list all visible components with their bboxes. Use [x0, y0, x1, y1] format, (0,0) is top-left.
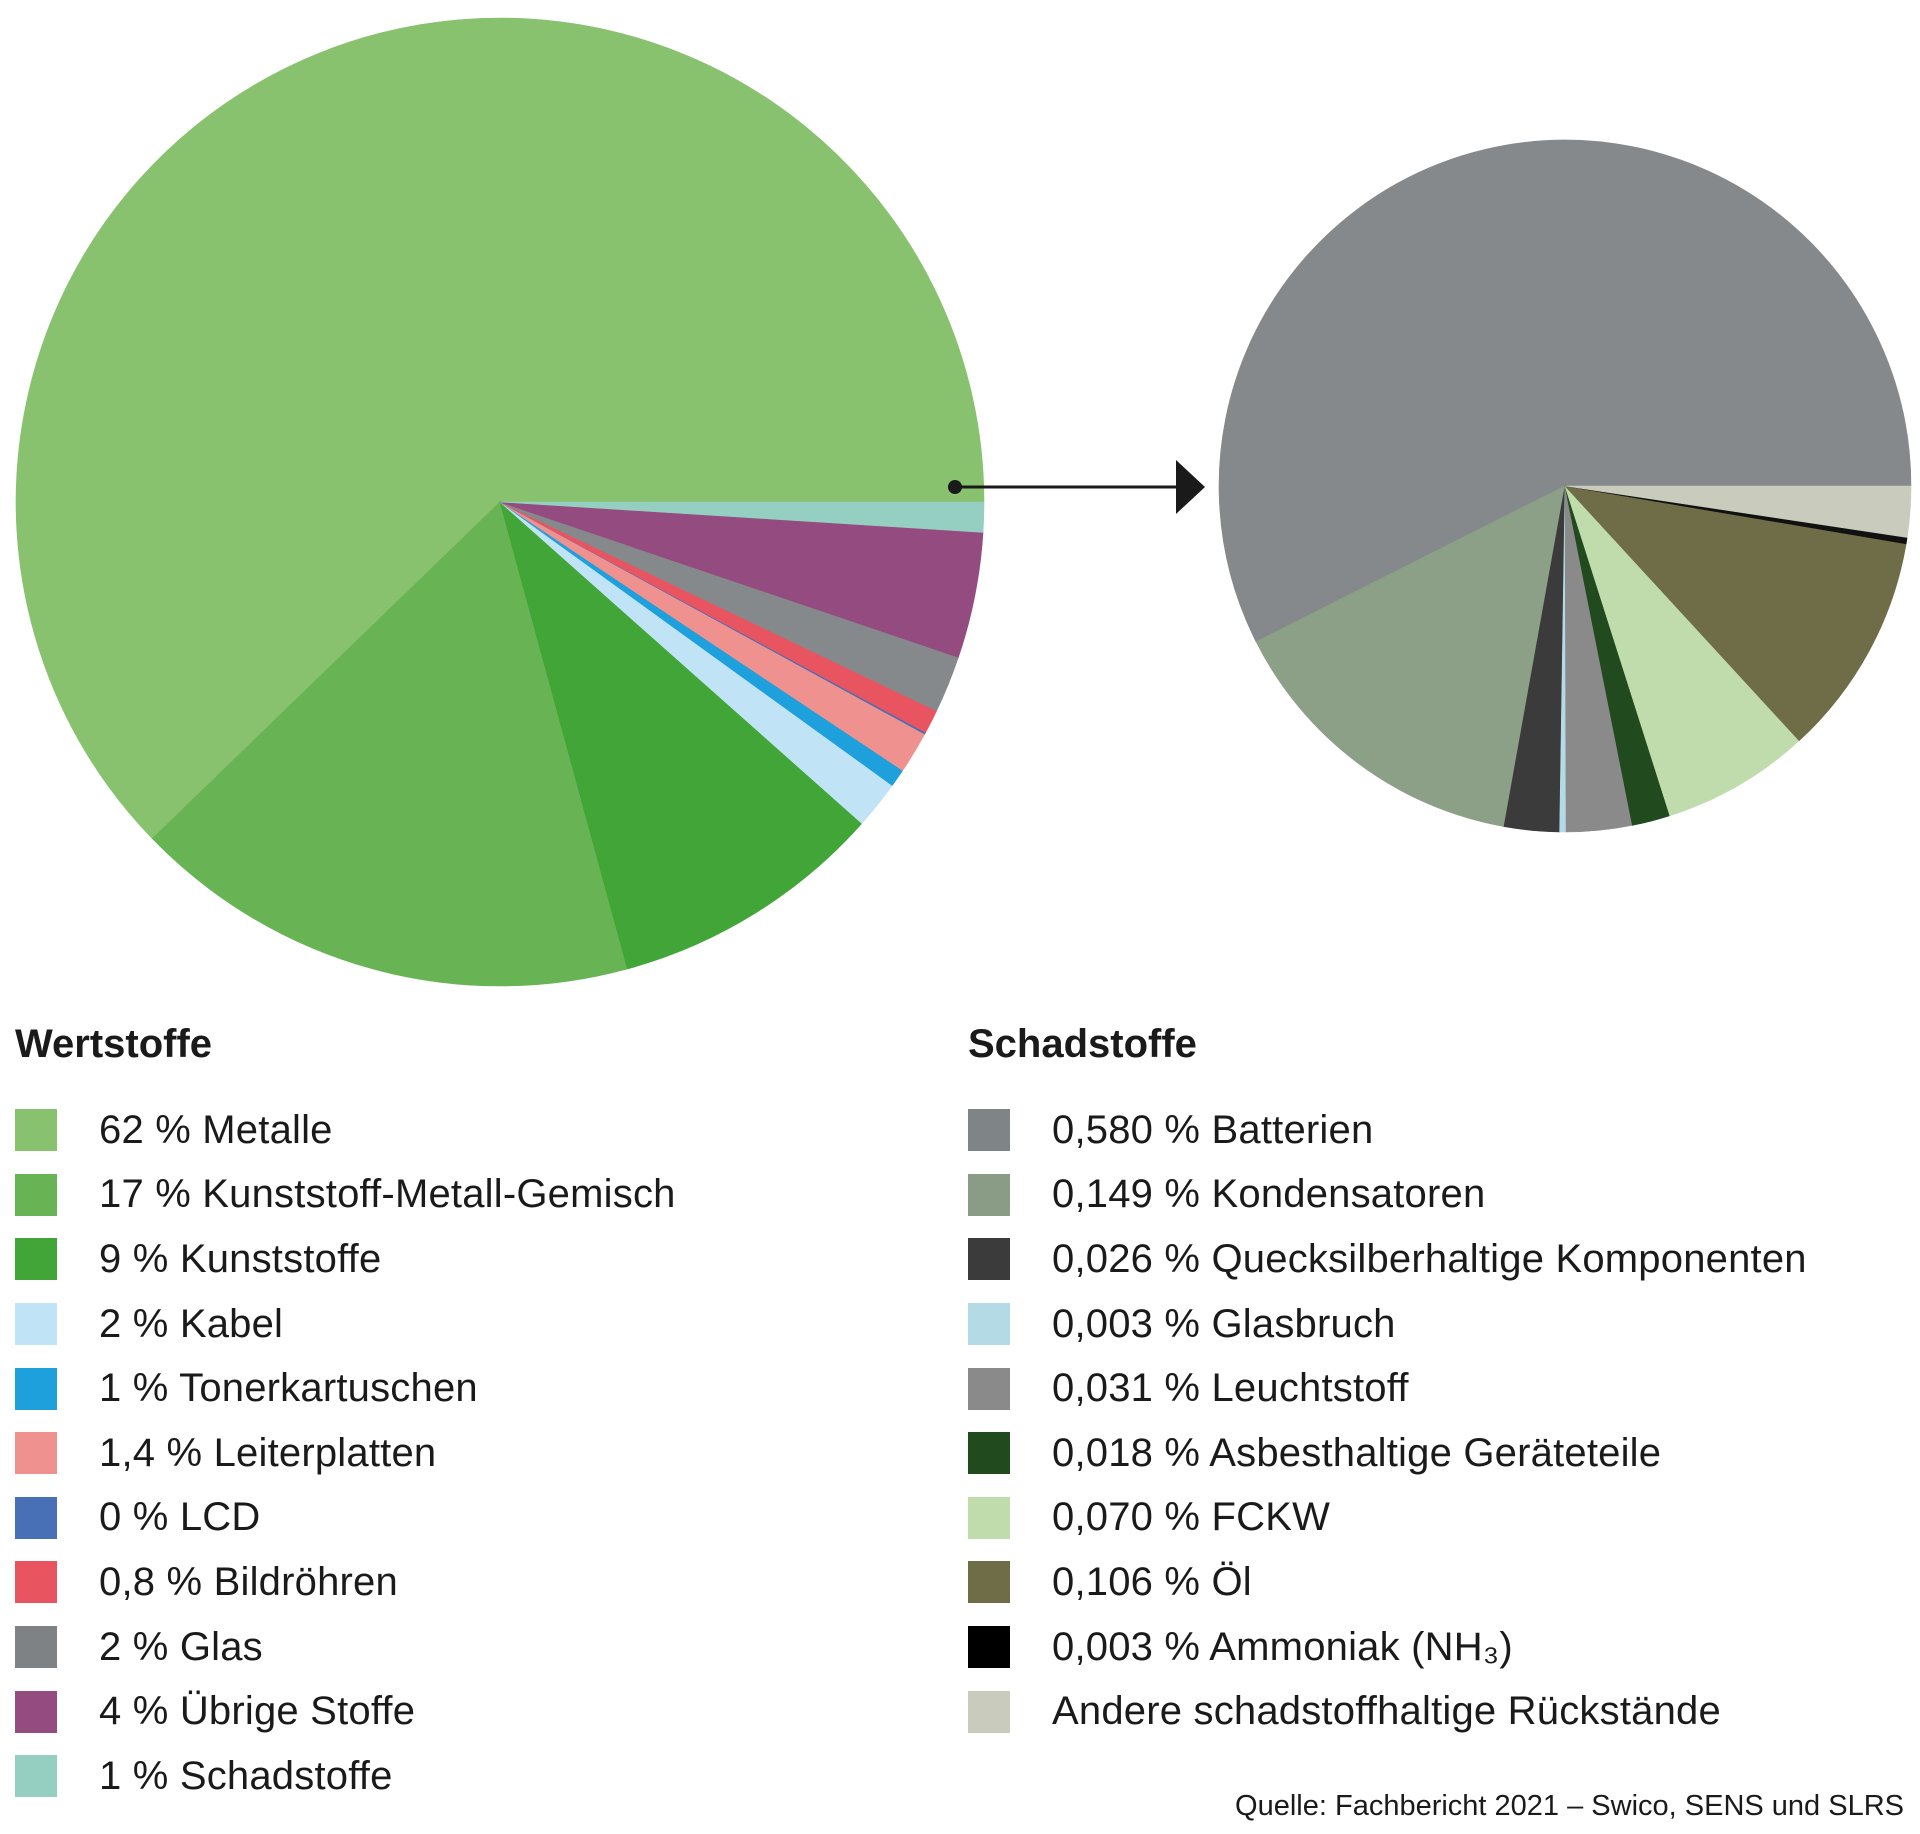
schadstoffe-legend-item: 0,003 % Glasbruch — [968, 1292, 1807, 1357]
schadstoffe-legend-item: 0,580 % Batterien — [968, 1098, 1807, 1163]
wertstoffe-legend-item: 1 % Tonerkartuschen — [15, 1356, 676, 1421]
connector-dot — [948, 480, 962, 494]
legend-swatch — [15, 1238, 57, 1281]
legend-swatch — [968, 1626, 1010, 1669]
legend-title-schadstoffe: Schadstoffe — [968, 1022, 1197, 1066]
legend-label: 0,106 % Öl — [1052, 1559, 1252, 1604]
legend-label: 2 % Kabel — [99, 1301, 284, 1346]
legend-swatch — [968, 1173, 1010, 1216]
legend-title-wertstoffe: Wertstoffe — [15, 1022, 213, 1066]
legend-swatch — [968, 1367, 1010, 1410]
legend-label: 0,018 % Asbesthaltige Geräteteile — [1052, 1430, 1662, 1475]
wertstoffe-legend-item: 9 % Kunststoffe — [15, 1227, 676, 1292]
legend-label: 0,070 % FCKW — [1052, 1495, 1331, 1540]
legend-schadstoffe: Schadstoffe 0,580 % Batterien 0,149 % Kon… — [968, 1020, 1807, 1744]
legend-swatch — [15, 1496, 57, 1539]
legend-label: 1,4 % Leiterplatten — [99, 1430, 437, 1475]
wertstoffe-legend-item: 1,4 % Leiterplatten — [15, 1421, 676, 1486]
legend-label: 0,003 % Ammoniak (NH₃) — [1052, 1624, 1513, 1669]
legend-label: 0,031 % Leuchtstoff — [1052, 1366, 1409, 1411]
wertstoffe-legend-item: 0 % LCD — [15, 1486, 676, 1551]
legend-swatch — [968, 1303, 1010, 1346]
schadstoffe-legend-item: 0,018 % Asbesthaltige Geräteteile — [968, 1421, 1807, 1486]
legend-swatch — [15, 1303, 57, 1346]
wertstoffe-pie-slice-0 — [15, 17, 985, 840]
arrow-head-icon — [1176, 460, 1205, 514]
schadstoffe-legend-item: 0,003 % Ammoniak (NH₃) — [968, 1615, 1807, 1680]
schadstoffe-legend-item: 0,026 % Quecksilberhaltige Komponenten — [968, 1227, 1807, 1292]
legend-swatch — [968, 1496, 1010, 1539]
legend-label: Andere schadstoffhaltige Rückstände — [1052, 1689, 1721, 1734]
legend-label: 62 % Metalle — [99, 1107, 333, 1152]
legend-label: 0,149 % Kondensatoren — [1052, 1172, 1486, 1217]
legend-swatch — [968, 1432, 1010, 1475]
source-note: Quelle: Fachbericht 2021 – Swico, SENS u… — [1235, 1790, 1904, 1822]
wertstoffe-pie-slice-10 — [499, 501, 985, 533]
legend-label: 9 % Kunststoffe — [99, 1236, 382, 1281]
legend-label: 4 % Übrige Stoffe — [99, 1689, 416, 1734]
legend-label: 0,026 % Quecksilberhaltige Komponenten — [1052, 1236, 1807, 1281]
schadstoffe-pie-slice-7 — [1564, 485, 1907, 742]
schadstoffe-pie-slice-9 — [1564, 485, 1912, 538]
legend-swatch — [968, 1690, 1010, 1733]
legend-label: 1 % Tonerkartuschen — [99, 1366, 478, 1411]
wertstoffe-legend-item: 62 % Metalle — [15, 1098, 676, 1163]
legend-swatch — [15, 1173, 57, 1216]
legend-swatch — [15, 1367, 57, 1410]
legend-label: 0 % LCD — [99, 1495, 261, 1540]
legend-swatch — [15, 1109, 57, 1152]
legend-label: 1 % Schadstoffe — [99, 1753, 393, 1798]
legend-label: 17 % Kunststoff-Metall-Gemisch — [99, 1172, 676, 1217]
legend-swatch — [968, 1109, 1010, 1152]
schadstoffe-legend-item: Andere schadstoffhaltige Rückstände — [968, 1679, 1807, 1744]
wertstoffe-pie-slice-1 — [151, 501, 628, 987]
legend-label: 0,580 % Batterien — [1052, 1107, 1374, 1152]
legend-swatch — [15, 1561, 57, 1604]
legend-label: 2 % Glas — [99, 1624, 263, 1669]
legend-swatch — [15, 1690, 57, 1733]
wertstoffe-legend-item: 2 % Kabel — [15, 1292, 676, 1357]
legend-wertstoffe: Wertstoffe 62 % Metalle 17 % Kunststoff-M… — [15, 1020, 676, 1809]
schadstoffe-legend-item: 0,106 % Öl — [968, 1550, 1807, 1615]
legend-swatch — [15, 1432, 57, 1475]
wertstoffe-legend-item: 0,8 % Bildröhren — [15, 1550, 676, 1615]
wertstoffe-legend-item: 2 % Glas — [15, 1615, 676, 1680]
wertstoffe-legend-item: 17 % Kunststoff-Metall-Gemisch — [15, 1163, 676, 1228]
legend-label: 0,003 % Glasbruch — [1052, 1301, 1396, 1346]
legend-swatch — [15, 1626, 57, 1669]
schadstoffe-legend-item: 0,070 % FCKW — [968, 1486, 1807, 1551]
schadstoffe-legend-item: 0,149 % Kondensatoren — [968, 1163, 1807, 1228]
legend-swatch — [968, 1561, 1010, 1604]
schadstoffe-legend-item: 0,031 % Leuchtstoff — [968, 1356, 1807, 1421]
legend-swatch — [968, 1238, 1010, 1281]
wertstoffe-legend-item: 4 % Übrige Stoffe — [15, 1679, 676, 1744]
wertstoffe-legend-item: 1 % Schadstoffe — [15, 1744, 676, 1809]
schadstoffe-pie-slice-6 — [1564, 485, 1800, 817]
wertstoffe-pie-slice-2 — [499, 501, 863, 970]
schadstoffe-pie-slice-1 — [1255, 485, 1566, 827]
legend-swatch — [15, 1755, 57, 1798]
schadstoffe-pie-slice-0 — [1218, 139, 1912, 643]
legend-label: 0,8 % Bildröhren — [99, 1559, 398, 1604]
